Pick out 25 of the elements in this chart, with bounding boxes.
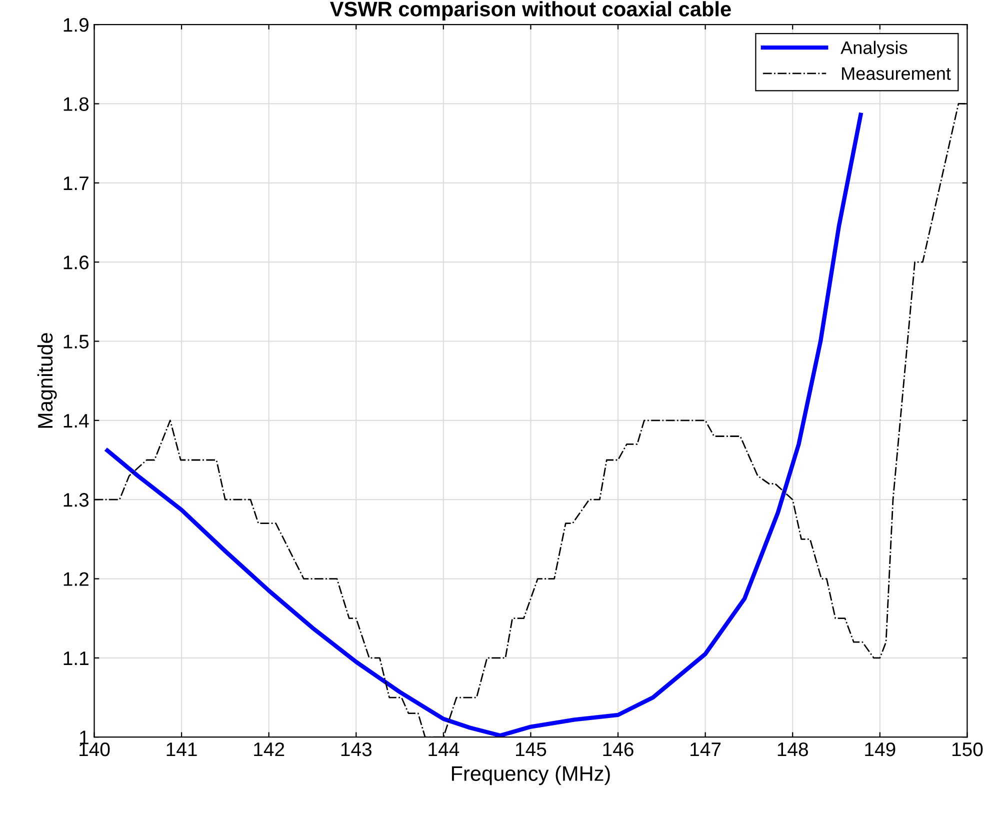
y-tick-label: 1.4 <box>64 414 89 428</box>
y-tick-label: 1.3 <box>64 493 89 507</box>
x-tick-label: 148 <box>778 742 808 756</box>
x-tick-label: 146 <box>603 742 634 756</box>
x-tick-label: 147 <box>690 742 721 756</box>
y-tick-label: 1.8 <box>64 97 89 111</box>
y-tick-label: 1.6 <box>64 256 89 270</box>
y-axis-title: Magnitude <box>37 333 57 428</box>
x-tick-label: 144 <box>428 742 460 756</box>
x-tick-label: 145 <box>516 742 546 756</box>
legend-label: Analysis <box>840 40 908 58</box>
y-tick-label: 1.1 <box>64 652 88 665</box>
chart-title: VSWR comparison without coaxial cable <box>330 1 731 21</box>
x-axis-title: Frequency (MHz) <box>452 766 610 786</box>
y-tick-label: 1.5 <box>64 334 89 348</box>
x-tick-label: 149 <box>865 742 896 756</box>
x-tick-label: 150 <box>952 742 983 756</box>
x-tick-label: 141 <box>166 742 197 756</box>
y-tick-label: 1.7 <box>64 176 88 190</box>
x-tick-label: 142 <box>254 742 284 756</box>
x-tick-label: 140 <box>80 742 110 756</box>
legend-label: Measurement <box>842 67 951 80</box>
y-tick-label: 1.2 <box>64 572 88 586</box>
x-tick-label: 143 <box>341 742 372 756</box>
y-tick-label: 1.9 <box>64 18 88 32</box>
